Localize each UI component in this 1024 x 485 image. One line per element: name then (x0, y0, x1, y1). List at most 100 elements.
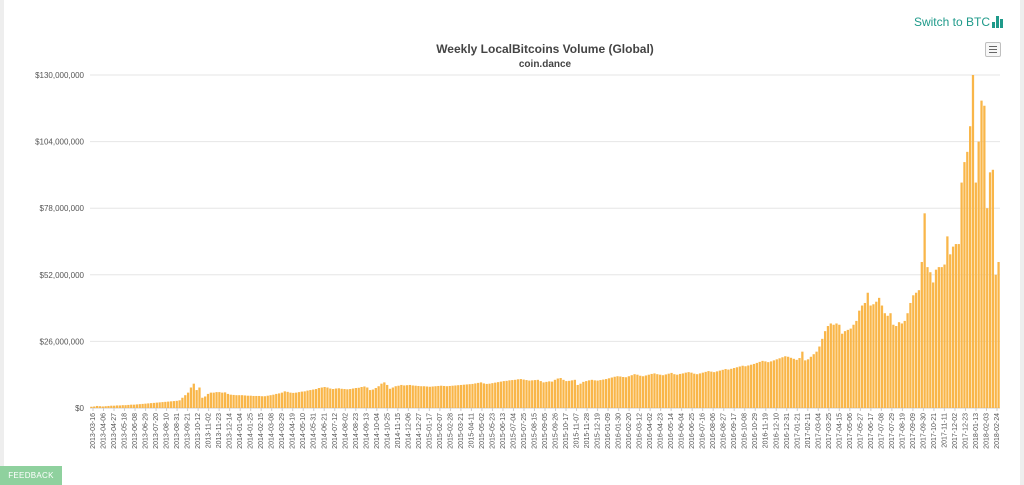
bar (707, 371, 710, 408)
bar (150, 403, 153, 408)
x-tick-label: 2017-09-09 (910, 413, 917, 449)
x-tick-label: 2014-08-02 (342, 413, 349, 449)
bar-chart-icon[interactable] (992, 16, 1004, 28)
bar (792, 358, 795, 408)
bar (969, 126, 972, 408)
hamburger-menu-icon[interactable] (985, 42, 1001, 57)
bar (204, 396, 207, 408)
bar (750, 364, 753, 408)
x-tick-label: 2017-09-30 (920, 413, 927, 449)
bar (420, 386, 423, 408)
bar (593, 380, 596, 408)
bar (605, 379, 608, 408)
x-tick-label: 2017-01-21 (794, 413, 801, 449)
bar (451, 385, 454, 408)
bar (337, 388, 340, 408)
bar (553, 379, 557, 408)
bar (676, 374, 679, 408)
bar (502, 381, 505, 408)
bar (525, 380, 528, 408)
bar (997, 261, 1000, 408)
bar (943, 264, 946, 408)
bar (107, 405, 110, 408)
bar (715, 371, 719, 408)
bar (860, 305, 864, 408)
bar (732, 368, 736, 408)
bar (812, 354, 815, 408)
bar (115, 405, 119, 408)
bar (514, 379, 517, 408)
bar (417, 385, 420, 408)
bar (400, 384, 403, 408)
x-tick-label: 2015-05-23 (489, 413, 496, 449)
bar (391, 387, 394, 408)
bar (863, 302, 867, 408)
x-tick-label: 2015-05-02 (479, 413, 486, 449)
bar (442, 385, 446, 408)
bar (843, 331, 847, 408)
bar (292, 392, 295, 408)
x-tick-label: 2016-04-02 (647, 413, 654, 449)
x-tick-label: 2014-05-31 (311, 413, 318, 449)
bar (633, 374, 636, 408)
bar (383, 382, 386, 408)
bar (403, 385, 406, 408)
bar (397, 385, 400, 408)
bar (312, 389, 315, 408)
bar (357, 387, 360, 408)
bar (280, 392, 284, 408)
x-tick-label: 2013-12-14 (227, 413, 234, 449)
bar (411, 385, 414, 408)
bar (971, 75, 975, 408)
chart-subtitle: coin.dance (519, 59, 572, 70)
bar (329, 388, 332, 408)
x-tick-label: 2017-07-29 (889, 413, 896, 449)
bar (198, 387, 201, 408)
x-tick-label: 2013-10-12 (195, 413, 202, 449)
bar (878, 297, 881, 408)
x-tick-label: 2017-04-15 (836, 413, 843, 449)
bar (610, 377, 613, 408)
bar (192, 383, 195, 408)
bar (587, 380, 591, 408)
bar (226, 393, 230, 408)
bar (795, 359, 798, 408)
bar (974, 182, 977, 408)
x-tick-label: 2013-06-29 (143, 413, 150, 449)
x-tick-label: 2013-05-18 (122, 413, 129, 449)
x-tick-label: 2015-09-05 (542, 413, 549, 449)
bar (152, 402, 156, 408)
x-tick-label: 2015-07-04 (510, 413, 517, 449)
bar (542, 382, 545, 408)
x-tick-label: 2015-08-15 (531, 413, 538, 449)
x-tick-label: 2016-06-04 (679, 413, 686, 449)
x-tick-label: 2017-08-19 (899, 413, 906, 449)
bar (317, 388, 321, 408)
bar (909, 302, 912, 408)
bar (895, 326, 898, 408)
bar (258, 395, 261, 408)
bar (320, 387, 323, 408)
bar (701, 372, 704, 408)
x-tick-label: 2014-07-12 (332, 413, 339, 449)
bar (718, 370, 722, 408)
bar (189, 387, 193, 408)
bar (468, 384, 471, 408)
bar (360, 387, 363, 408)
bar (823, 331, 827, 408)
bar (405, 385, 409, 408)
bar (846, 329, 849, 408)
switch-to-btc-link[interactable]: Switch to BTC (913, 15, 990, 29)
bar (414, 385, 417, 408)
bar (277, 393, 281, 408)
bar (741, 365, 744, 408)
feedback-button[interactable]: FEEDBACK (0, 466, 62, 485)
bar (590, 379, 594, 408)
bar (511, 380, 514, 408)
x-tick-label: 2016-01-30 (616, 413, 623, 449)
bar (306, 390, 309, 408)
bar (562, 379, 565, 408)
bar (269, 395, 272, 408)
x-tick-label: 2015-11-28 (584, 413, 591, 448)
x-tick-label: 2016-12-31 (784, 413, 791, 449)
